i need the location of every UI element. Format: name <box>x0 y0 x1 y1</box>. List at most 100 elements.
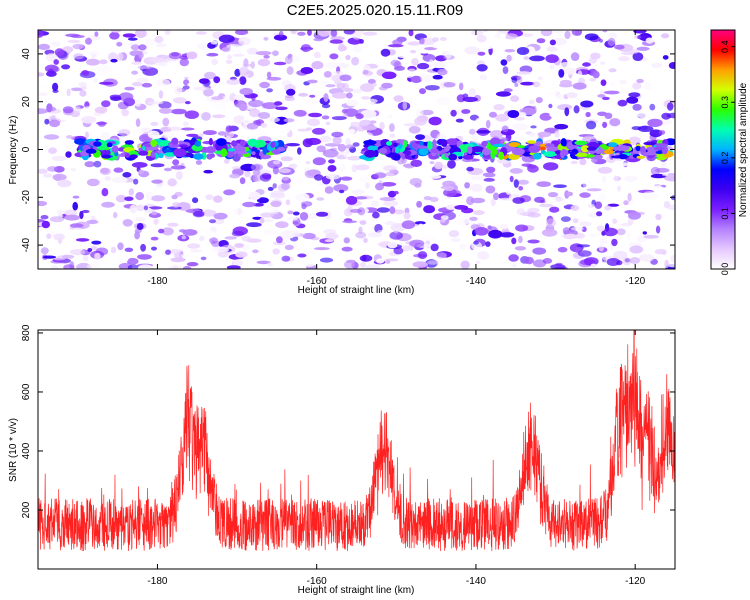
spectrogram-cell <box>534 196 545 203</box>
spectrogram-cell <box>355 164 370 171</box>
spectrogram-cell <box>448 230 459 238</box>
spectrogram-cell <box>173 252 182 258</box>
spectrogram-cell <box>329 53 339 60</box>
spectrogram-cell <box>135 204 145 212</box>
spectrogram-cell <box>430 243 439 252</box>
spectrogram-cell <box>464 182 470 189</box>
snr-x-label: Height of straight line (km) <box>298 585 415 596</box>
spectrogram-cell <box>348 128 356 135</box>
spectrogram-cell <box>596 225 605 232</box>
spectrogram-cell <box>116 42 123 47</box>
spectrogram-cell <box>266 76 282 81</box>
spectrogram-cell <box>608 32 617 39</box>
spectrogram-cell <box>343 152 348 158</box>
spectrogram-cell <box>476 34 487 43</box>
spectrogram-cell <box>520 33 534 37</box>
spectrogram-cell <box>370 120 377 124</box>
spectrogram-cell <box>275 106 288 111</box>
spectrogram-x-tick-label: -160 <box>307 276 327 287</box>
spectrogram-cell <box>213 103 227 112</box>
spectrogram-cell <box>322 149 339 158</box>
spectrogram-cell <box>118 164 127 168</box>
spectrogram-cell <box>251 78 258 87</box>
spectrogram-cell <box>38 128 48 136</box>
spectrogram-cell <box>256 197 269 204</box>
spectrogram-cell <box>345 144 355 149</box>
spectrogram-cell <box>221 47 231 53</box>
spectrogram-cell <box>46 233 52 239</box>
spectrogram-cell <box>557 246 568 253</box>
spectrogram-cell <box>137 254 152 260</box>
spectrogram-cell <box>317 30 331 37</box>
spectrogram-cell <box>419 88 426 95</box>
spectrogram-cell <box>618 56 630 62</box>
spectrogram-cell <box>209 237 218 244</box>
spectrogram-cell <box>345 195 358 205</box>
spectrogram-cell <box>313 51 321 59</box>
spectrogram-cell <box>319 257 334 263</box>
spectrogram-cell <box>248 99 264 108</box>
spectrogram-cell <box>163 211 176 217</box>
spectrogram-cell <box>316 211 329 217</box>
spectrogram-cell <box>530 125 537 129</box>
spectrogram-cell <box>124 86 135 91</box>
spectrogram-x-label: Height of straight line (km) <box>298 285 415 296</box>
spectrogram-cell <box>72 227 83 236</box>
spectrogram-cell <box>547 192 559 198</box>
spectrogram-cell <box>101 131 110 140</box>
spectrogram-cell <box>300 44 312 53</box>
spectrogram-cell <box>571 30 583 36</box>
spectrogram-cell <box>292 221 299 225</box>
spectrogram-cell <box>580 100 594 108</box>
spectrogram-band-cell <box>378 147 388 154</box>
spectrogram-cell <box>414 116 427 126</box>
spectrogram-cell <box>151 246 157 251</box>
spectrogram-band-cell <box>428 153 439 160</box>
spectrogram-cell <box>477 51 486 56</box>
spectrogram-cell <box>138 44 147 51</box>
spectrogram-cell <box>70 167 76 172</box>
spectrogram-cell <box>94 252 101 260</box>
spectrogram-cell <box>126 257 139 265</box>
spectrogram-cell <box>420 109 434 116</box>
spectrogram-x-tick-label: -120 <box>625 276 645 287</box>
spectrogram-cell <box>230 49 243 53</box>
spectrogram-cell <box>57 179 72 188</box>
spectrogram-cell <box>199 228 210 233</box>
spectrogram-cell <box>389 123 395 132</box>
spectrogram-cell <box>198 78 210 84</box>
spectrogram-cell <box>408 126 421 134</box>
spectrogram-cell <box>246 47 258 55</box>
spectrogram-cell <box>278 168 291 174</box>
spectrogram-cell <box>409 239 425 248</box>
spectrogram-cell <box>549 39 557 46</box>
spectrogram-cell <box>38 72 45 77</box>
spectrogram-cell <box>83 215 92 221</box>
spectrogram-cell <box>171 194 178 200</box>
spectrogram-cell <box>280 156 293 162</box>
spectrogram-cell <box>415 109 424 117</box>
spectrogram-cell <box>137 264 154 269</box>
spectrogram-cell <box>564 107 570 117</box>
spectrogram-cell <box>67 39 81 44</box>
spectrogram-cell <box>649 129 663 138</box>
spectrogram-cell <box>218 99 230 105</box>
spectrogram-cell <box>162 131 175 138</box>
spectrogram-cell <box>262 102 279 110</box>
spectrogram-cell <box>592 70 600 79</box>
spectrogram-cell <box>269 192 286 199</box>
spectrogram-cell <box>577 70 583 79</box>
spectrogram-cell <box>64 209 78 217</box>
spectrogram-cell <box>170 257 186 263</box>
spectrogram-cell <box>529 132 536 137</box>
spectrogram-cell <box>359 176 369 183</box>
spectrogram-cell <box>65 151 72 158</box>
spectrogram-band-cell <box>571 151 578 155</box>
spectrogram-cell <box>56 209 64 214</box>
spectrogram-cell <box>602 121 608 128</box>
spectrogram-cell <box>75 238 90 242</box>
spectrogram-cell <box>402 100 408 110</box>
spectrogram-band-cell <box>150 151 156 158</box>
spectrogram-cell <box>250 163 264 171</box>
spectrogram-cell <box>242 201 256 208</box>
